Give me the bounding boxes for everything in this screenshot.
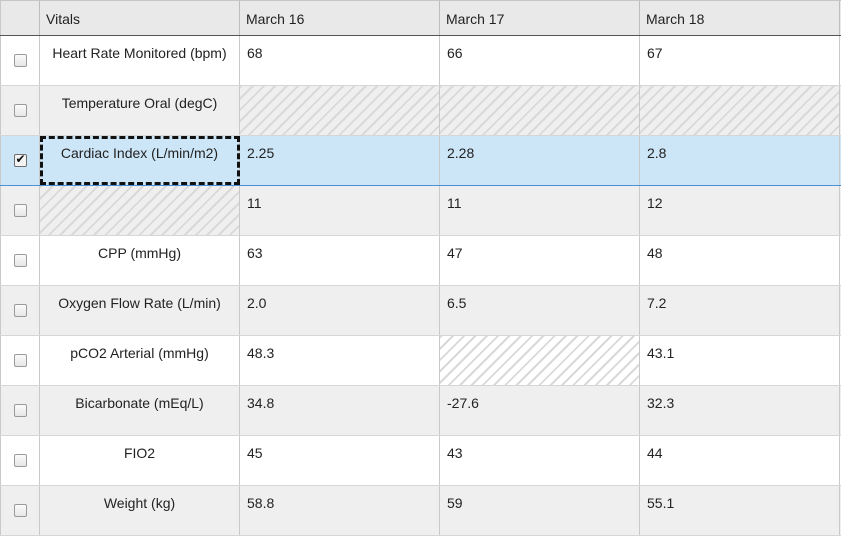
value-cell[interactable] [240,86,440,135]
row-checkbox[interactable] [13,454,27,467]
value-cell[interactable]: 2.0 [240,286,440,335]
value-cell[interactable]: 6.5 [440,286,640,335]
table-row[interactable]: Temperature Oral (degC) [0,86,841,136]
header-march-16[interactable]: March 16 [240,1,440,35]
row-checkbox[interactable] [13,404,27,417]
table-row[interactable]: Cardiac Index (L/min/m2)2.252.282.8 [0,136,841,186]
value-cell[interactable]: 11 [240,186,440,235]
value-cell[interactable]: 48.3 [240,336,440,385]
vital-name-cell[interactable]: Cardiac Index (L/min/m2) [40,136,240,185]
value-cell[interactable]: 68 [240,36,440,85]
header-march-18[interactable]: March 18 [640,1,840,35]
value-cell[interactable]: 43 [440,436,640,485]
value-cell[interactable] [640,86,840,135]
table-row[interactable]: Weight (kg) 58.8 59 55.1 [0,486,841,536]
value-cell[interactable] [440,86,640,135]
header-vitals[interactable]: Vitals [40,1,240,35]
row-select-cell [0,186,40,235]
table-row[interactable]: CPP (mmHg) 63 47 48 [0,236,841,286]
row-select-cell [0,436,40,485]
row-select-cell [0,236,40,285]
table-row[interactable]: pCO2 Arterial (mmHg) 48.3 43.1 [0,336,841,386]
row-checkbox[interactable] [13,204,27,217]
value-cell[interactable]: 48 [640,236,840,285]
value-cell[interactable]: 12 [640,186,840,235]
value-cell[interactable]: 32.3 [640,386,840,435]
value-cell[interactable]: -27.6 [440,386,640,435]
vital-name-cell[interactable]: Heart Rate Monitored (bpm) [40,36,240,85]
value-cell[interactable]: 34.8 [240,386,440,435]
vital-name-cell[interactable]: Temperature Oral (degC) [40,86,240,135]
row-checkbox[interactable] [13,504,27,517]
header-select-column[interactable] [0,1,40,35]
table-row[interactable]: 11 11 12 [0,186,841,236]
row-select-cell [0,86,40,135]
header-march-17[interactable]: March 17 [440,1,640,35]
row-checkbox[interactable] [13,152,27,167]
value-cell[interactable]: 63 [240,236,440,285]
value-cell[interactable]: 7.2 [640,286,840,335]
table-row[interactable]: Oxygen Flow Rate (L/min) 2.0 6.5 7.2 [0,286,841,336]
row-checkbox[interactable] [13,254,27,267]
row-checkbox[interactable] [13,354,27,367]
value-cell[interactable]: 2.28 [440,136,640,185]
header-row: Vitals March 16 March 17 March 18 [0,0,841,36]
value-cell[interactable]: 59 [440,486,640,535]
table-row[interactable]: Heart Rate Monitored (bpm) 68 66 67 [0,36,841,86]
row-select-cell [0,36,40,85]
row-checkbox[interactable] [13,54,27,67]
value-cell[interactable]: 43.1 [640,336,840,385]
row-checkbox[interactable] [13,304,27,317]
value-cell[interactable]: 45 [240,436,440,485]
value-cell[interactable]: 44 [640,436,840,485]
row-checkbox[interactable] [13,104,27,117]
row-select-cell [0,336,40,385]
table-row[interactable]: Bicarbonate (mEq/L) 34.8 -27.6 32.3 [0,386,841,436]
vital-name-cell[interactable] [40,186,240,235]
row-select-cell [0,136,40,185]
table-body: Heart Rate Monitored (bpm) 68 66 67 Temperat… [0,36,841,536]
value-cell[interactable] [440,336,640,385]
value-cell[interactable]: 2.8 [640,136,840,185]
vital-name-cell[interactable]: pCO2 Arterial (mmHg) [40,336,240,385]
value-cell[interactable]: 67 [640,36,840,85]
row-select-cell [0,286,40,335]
vital-name-cell[interactable]: Weight (kg) [40,486,240,535]
table-row[interactable]: FIO2 45 43 44 [0,436,841,486]
vital-name-cell[interactable]: Bicarbonate (mEq/L) [40,386,240,435]
vital-name-cell[interactable]: FIO2 [40,436,240,485]
vital-name-cell[interactable]: CPP (mmHg) [40,236,240,285]
row-select-cell [0,386,40,435]
value-cell[interactable]: 11 [440,186,640,235]
value-cell[interactable]: 55.1 [640,486,840,535]
value-cell[interactable]: 66 [440,36,640,85]
row-select-cell [0,486,40,535]
vital-name-cell[interactable]: Oxygen Flow Rate (L/min) [40,286,240,335]
value-cell[interactable]: 58.8 [240,486,440,535]
value-cell[interactable]: 2.25 [240,136,440,185]
value-cell[interactable]: 47 [440,236,640,285]
